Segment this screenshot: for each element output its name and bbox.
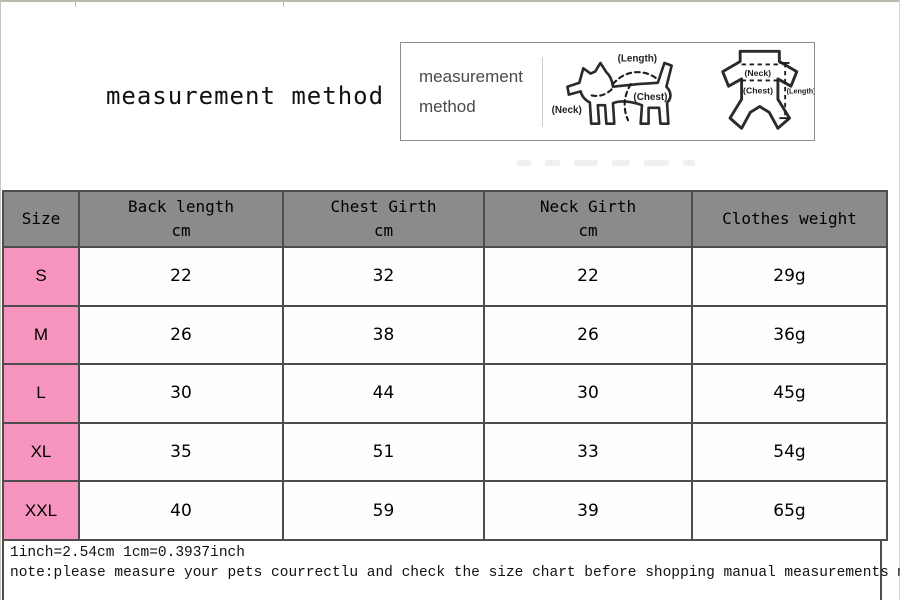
garment-outline <box>721 49 799 130</box>
size-table: Size Back length cm Chest Girth cm Neck … <box>2 190 888 541</box>
dog-outline <box>565 61 673 125</box>
col-header-clothes-weight: Clothes weight <box>691 190 888 248</box>
back-length-cell: 22 <box>78 246 284 307</box>
neck-measure-line <box>587 87 613 97</box>
clothes-weight-cell: 65g <box>691 480 888 541</box>
col-header-label: Back length <box>128 197 234 216</box>
col-header-sub: cm <box>171 221 191 240</box>
chest-girth-cell: 32 <box>282 246 485 307</box>
col-header-neck-girth: Neck Girth cm <box>483 190 693 248</box>
col-header-size: Size <box>2 190 80 248</box>
size-cell: XXL <box>2 480 80 541</box>
col-header-label: Clothes weight <box>722 209 857 228</box>
col-header-label: Neck Girth <box>539 197 637 216</box>
faint-watermark <box>517 158 695 167</box>
table-row-l: L 30 44 30 45g <box>2 363 888 424</box>
header-row: Size Back length cm Chest Girth cm Neck … <box>2 190 888 248</box>
box-divider <box>541 56 543 127</box>
measurement-box-label: measurement method <box>401 62 542 122</box>
chest-girth-cell: 51 <box>282 421 485 483</box>
col-header-sub: cm <box>578 221 598 240</box>
neck-girth-cell: 26 <box>483 304 693 366</box>
dog-neck-label: (Neck) <box>551 105 581 116</box>
neck-girth-cell: 33 <box>483 421 693 483</box>
col-header-label: Size <box>21 209 61 228</box>
garment-chest-label: (Chest) <box>744 85 774 95</box>
chest-girth-cell: 38 <box>282 304 485 366</box>
size-table-header: Size Back length cm Chest Girth cm Neck … <box>2 190 888 248</box>
size-cell: L <box>2 363 80 424</box>
chest-girth-cell: 44 <box>282 363 485 424</box>
col-header-back-length: Back length cm <box>78 190 284 248</box>
col-header-sub: cm <box>373 221 394 240</box>
back-length-cell: 35 <box>78 421 284 483</box>
chest-measure-line <box>623 82 632 121</box>
measurement-disclaimer-note: note:please measure your pets courrectlu… <box>10 565 900 581</box>
col-header-label: Chest Girth <box>330 197 437 216</box>
garment-neck-label: (Neck) <box>745 68 772 78</box>
back-length-cell: 40 <box>78 480 284 541</box>
garment-measure-diagram-icon: (Neck) (Chest) (Length) <box>721 49 814 130</box>
length-measure-line <box>611 70 660 85</box>
clothes-weight-cell: 36g <box>691 304 888 366</box>
neck-girth-cell: 30 <box>483 363 693 424</box>
neck-girth-cell: 22 <box>483 246 693 307</box>
chest-girth-cell: 59 <box>282 480 485 541</box>
back-length-cell: 26 <box>78 304 284 366</box>
dog-length-label: (Length) <box>617 53 657 64</box>
garment-length-label: (Length) <box>787 86 814 95</box>
top-edge-tick <box>75 2 76 7</box>
top-edge-tick <box>283 2 284 7</box>
dog-measure-diagram-icon: (Length) (Chest) (Neck) <box>551 53 673 125</box>
table-row-m: M 26 38 26 36g <box>2 304 888 366</box>
size-cell: M <box>2 304 80 366</box>
clothes-weight-cell: 29g <box>691 246 888 307</box>
table-row-xl: XL 35 51 33 54g <box>2 421 888 483</box>
measurement-box-label-line2: method <box>419 96 476 116</box>
col-header-chest-girth: Chest Girth cm <box>282 190 485 248</box>
table-row-s: S 22 32 22 29g <box>2 246 888 307</box>
left-edge-line <box>0 0 1 600</box>
dog-chest-label: (Chest) <box>633 91 667 102</box>
clothes-weight-cell: 45g <box>691 363 888 424</box>
top-edge-line <box>0 0 900 2</box>
size-cell: XL <box>2 421 80 483</box>
table-row-xxl: XXL 40 59 39 65g <box>2 480 888 541</box>
size-cell: S <box>2 246 80 307</box>
footer-notes: 1inch=2.54cm 1cm=0.3937inch note:please … <box>2 541 900 600</box>
neck-girth-cell: 39 <box>483 480 693 541</box>
measurement-box-label-line1: measurement <box>419 66 523 86</box>
unit-conversion-note: 1inch=2.54cm 1cm=0.3937inch <box>10 545 245 561</box>
back-length-cell: 30 <box>78 363 284 424</box>
page-title: measurement method <box>105 82 385 110</box>
clothes-weight-cell: 54g <box>691 421 888 483</box>
measurement-method-box: measurement method (Length) (Chest) (Nec… <box>400 42 815 141</box>
